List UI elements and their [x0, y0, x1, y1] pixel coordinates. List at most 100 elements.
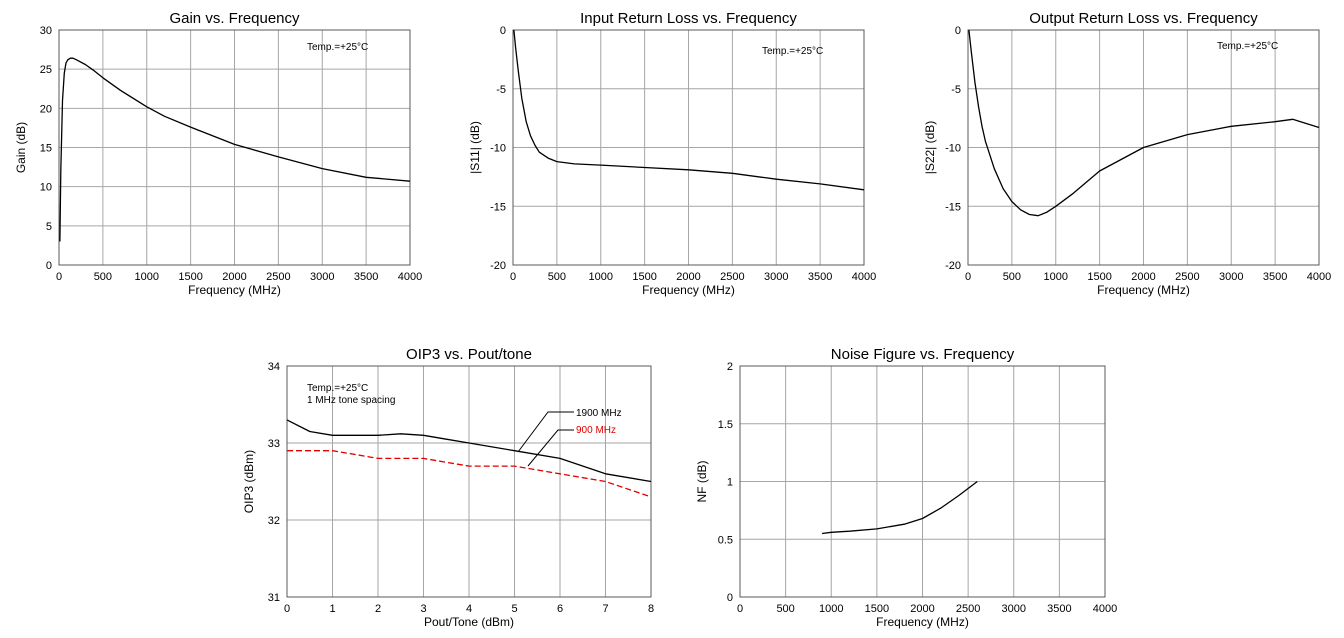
legend-label: 900 MHz — [576, 425, 616, 436]
y-tick-label: 0 — [955, 25, 961, 37]
x-tick-label: 3500 — [1263, 271, 1287, 283]
1900-mhz-series-line — [286, 419, 652, 483]
x-axis-label: Frequency (MHz) — [642, 283, 735, 297]
plot-frame — [967, 29, 1320, 266]
y-tick-label: 34 — [268, 361, 280, 373]
chart-title: Gain vs. Frequency — [169, 10, 300, 27]
x-tick-label: 500 — [94, 271, 112, 283]
x-tick-label: 0 — [965, 271, 971, 283]
x-tick-label: 2000 — [676, 271, 700, 283]
y-axis-label: Gain (dB) — [14, 122, 28, 173]
x-tick-label: 6 — [557, 603, 563, 615]
plot-frame — [739, 365, 1106, 598]
x-tick-label: 1000 — [819, 603, 843, 615]
chart-title: Noise Figure vs. Frequency — [831, 346, 1015, 363]
chart-annotation: Temp.=+25°C — [1217, 41, 1278, 52]
x-tick-label: 4000 — [398, 271, 422, 283]
x-tick-label: 4 — [466, 603, 472, 615]
y-tick-label: -10 — [490, 143, 506, 155]
x-tick-label: 1500 — [632, 271, 656, 283]
x-tick-label: 3500 — [354, 271, 378, 283]
x-tick-label: 500 — [776, 603, 794, 615]
y-tick-label: 15 — [40, 143, 52, 155]
y-tick-label: -20 — [490, 260, 506, 272]
y-tick-label: -15 — [490, 201, 506, 213]
y-axis-label: |S11| (dB) — [468, 121, 482, 174]
x-tick-label: 1000 — [589, 271, 613, 283]
x-tick-label: 8 — [648, 603, 654, 615]
y-tick-label: 0 — [46, 260, 52, 272]
y-tick-label: 1.5 — [718, 419, 733, 431]
series-line — [513, 29, 865, 191]
x-tick-label: 2000 — [1131, 271, 1155, 283]
legend-leader-line — [517, 411, 574, 453]
x-axis-label: Frequency (MHz) — [1097, 283, 1190, 297]
nf-chart: 0 500 1000 1500 2000 2500 3000 3500 4000 0 0.5 1 1.5… — [695, 346, 1117, 629]
x-tick-label: 3000 — [1219, 271, 1243, 283]
900-mhz-series-line — [287, 450, 652, 498]
y-tick-label: 10 — [40, 182, 52, 194]
y-axis-label: OIP3 (dBm) — [242, 450, 256, 513]
x-tick-label: 2000 — [910, 603, 934, 615]
chart-annotation: Temp.=+25°C — [307, 383, 368, 394]
s22-chart: 0 500 1000 1500 2000 2500 3000 3500 4000 -20 -15 -1… — [923, 10, 1331, 297]
y-tick-label: 1 — [727, 477, 733, 489]
x-tick-label: 0 — [510, 271, 516, 283]
x-tick-label: 3500 — [808, 271, 832, 283]
chart-annotation: 1 MHz tone spacing — [307, 395, 395, 406]
x-tick-label: 1 — [329, 603, 335, 615]
y-tick-label: 31 — [268, 592, 280, 604]
x-tick-label: 500 — [548, 271, 566, 283]
x-tick-label: 4000 — [1093, 603, 1117, 615]
x-tick-label: 3000 — [764, 271, 788, 283]
x-tick-label: 1000 — [135, 271, 159, 283]
x-tick-label: 1500 — [865, 603, 889, 615]
x-tick-label: 7 — [602, 603, 608, 615]
y-axis-label: |S22| (dB) — [923, 121, 937, 175]
x-tick-label: 2000 — [222, 271, 246, 283]
y-tick-label: 0 — [500, 25, 506, 37]
series-line — [59, 57, 411, 242]
x-tick-label: 2500 — [720, 271, 744, 283]
series-line — [822, 480, 978, 535]
chart-title: OIP3 vs. Pout/tone — [406, 346, 532, 363]
x-axis-label: Pout/Tone (dBm) — [424, 615, 514, 629]
x-tick-label: 1000 — [1044, 271, 1068, 283]
x-tick-label: 3500 — [1047, 603, 1071, 615]
y-tick-label: -5 — [496, 84, 506, 96]
x-tick-label: 3000 — [1002, 603, 1026, 615]
y-tick-label: 33 — [268, 438, 280, 450]
y-tick-label: 0 — [727, 592, 733, 604]
x-tick-label: 500 — [1003, 271, 1021, 283]
y-tick-label: 25 — [40, 64, 52, 76]
x-tick-label: 2 — [375, 603, 381, 615]
x-tick-label: 3 — [420, 603, 426, 615]
y-tick-label: 20 — [40, 103, 52, 115]
y-tick-label: 32 — [268, 515, 280, 527]
x-tick-label: 0 — [737, 603, 743, 615]
chart-title: Output Return Loss vs. Frequency — [1029, 10, 1258, 27]
x-tick-label: 1500 — [1087, 271, 1111, 283]
x-tick-label: 2500 — [266, 271, 290, 283]
x-tick-label: 1500 — [178, 271, 202, 283]
x-axis-label: Frequency (MHz) — [876, 615, 969, 629]
y-tick-label: -20 — [945, 260, 961, 272]
chart-annotation: Temp.=+25°C — [762, 46, 823, 57]
plot-frame — [58, 29, 411, 266]
plot-frame — [512, 29, 865, 266]
y-tick-label: 5 — [46, 221, 52, 233]
x-tick-label: 5 — [511, 603, 517, 615]
x-tick-label: 4000 — [852, 271, 876, 283]
x-axis-label: Frequency (MHz) — [188, 283, 281, 297]
gain-chart: 0 500 1000 1500 2000 2500 3000 3500 4000 0 5 10 15 20… — [14, 10, 422, 297]
x-tick-label: 2500 — [956, 603, 980, 615]
y-tick-label: -5 — [951, 84, 961, 96]
y-tick-label: 2 — [727, 361, 733, 373]
x-tick-label: 0 — [284, 603, 290, 615]
y-tick-label: -15 — [945, 201, 961, 213]
legend-label: 1900 MHz — [576, 408, 622, 419]
s11-chart: 0 500 1000 1500 2000 2500 3000 3500 4000 -20 -15 -1… — [468, 10, 876, 297]
y-tick-label: -10 — [945, 143, 961, 155]
y-axis-label: NF (dB) — [695, 460, 709, 502]
